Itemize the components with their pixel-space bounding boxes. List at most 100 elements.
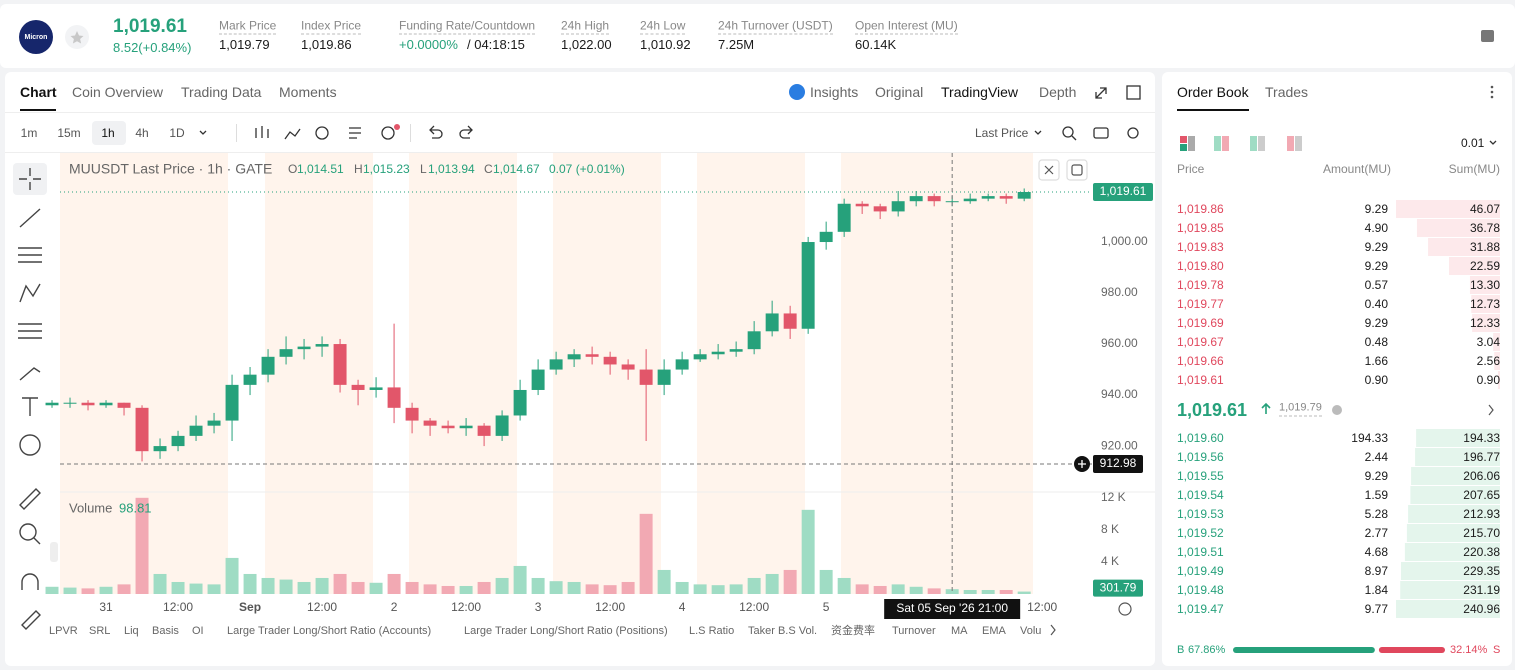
- stat-value: 7.25M: [718, 37, 755, 52]
- indicator[interactable]: Basis: [152, 625, 179, 637]
- indicator[interactable]: LPVR: [49, 625, 78, 637]
- price-source[interactable]: Last Price: [975, 126, 1029, 140]
- candle-body: [855, 203, 869, 207]
- candle-body: [351, 384, 365, 390]
- sell-ratio: 32.14%: [1450, 644, 1488, 656]
- book-price: 1,019.52: [1177, 526, 1224, 540]
- stat-value: 1,010.92: [640, 37, 691, 52]
- tab[interactable]: Coin Overview: [72, 84, 164, 100]
- book-sum: 207.65: [1463, 488, 1500, 502]
- candle-body: [891, 201, 905, 212]
- x-tick-label: 4: [679, 600, 686, 614]
- indicator[interactable]: EMA: [982, 625, 1006, 637]
- candle-body: [369, 387, 383, 390]
- interval[interactable]: 1m: [20, 126, 38, 140]
- depth-bar: [1396, 200, 1500, 218]
- indicator[interactable]: OI: [192, 625, 204, 637]
- book-price: 1,019.77: [1177, 297, 1224, 311]
- book-price: 1,019.53: [1177, 507, 1224, 521]
- interval[interactable]: 1D: [169, 126, 185, 140]
- indicator[interactable]: Volu: [1020, 625, 1042, 637]
- book-price: 1,019.61: [1177, 373, 1224, 387]
- book-sum: 220.38: [1463, 545, 1500, 559]
- candle-body: [243, 374, 257, 385]
- volume-bar: [153, 573, 167, 594]
- indicator[interactable]: L.S Ratio: [689, 625, 735, 637]
- book-tab[interactable]: Trades: [1265, 84, 1309, 100]
- candle-body: [279, 349, 293, 357]
- book-amount: 4.68: [1364, 545, 1388, 559]
- candle-body: [441, 425, 455, 429]
- view-tab[interactable]: Insights: [810, 84, 859, 100]
- book-tab[interactable]: Order Book: [1177, 84, 1249, 100]
- book-price: 1,019.80: [1177, 259, 1224, 273]
- stat-value: 1,019.86: [301, 37, 352, 52]
- book-sum: 215.70: [1463, 526, 1500, 540]
- indicator[interactable]: Taker B.S Vol.: [748, 625, 818, 637]
- tab[interactable]: Chart: [20, 84, 57, 100]
- indicator[interactable]: Large Trader Long/Short Ratio (Accounts): [227, 625, 432, 637]
- badge: [394, 124, 400, 130]
- collapse[interactable]: [50, 542, 58, 562]
- column-header: Sum(MU): [1448, 162, 1500, 176]
- ohlc-key: H: [354, 162, 363, 176]
- candle-body: [261, 356, 275, 375]
- volume-bar: [135, 497, 149, 594]
- sell-ratio-bar: [1378, 647, 1445, 653]
- depth-bar: [1411, 467, 1500, 485]
- candle-body: [315, 344, 329, 347]
- candle-body: [675, 359, 689, 370]
- book-price: 1,019.47: [1177, 602, 1224, 616]
- interval[interactable]: 15m: [57, 126, 81, 140]
- depth-bar: [1408, 505, 1500, 523]
- book-sum: 12.73: [1469, 297, 1500, 311]
- tab[interactable]: Moments: [279, 84, 337, 100]
- volume-bar: [999, 589, 1013, 594]
- icon[interactable]: [1481, 30, 1494, 42]
- indicator[interactable]: Turnover: [892, 625, 936, 637]
- indicator[interactable]: MA: [951, 625, 968, 637]
- candle-body: [963, 198, 977, 202]
- book-layout-icons[interactable]: [1180, 85, 1494, 415]
- view-tab[interactable]: Depth: [1039, 84, 1077, 100]
- last-price-tag: [1093, 183, 1153, 202]
- book-price: 1,019.67: [1177, 335, 1224, 349]
- indicator[interactable]: 资金费率: [831, 625, 875, 637]
- x-tick-label: 5: [823, 600, 830, 614]
- volume-bar: [513, 565, 527, 594]
- candle-body: [495, 415, 509, 436]
- view-tab[interactable]: Original: [875, 84, 924, 100]
- candle-body: [657, 369, 671, 385]
- icon[interactable]: [1095, 87, 1107, 99]
- stat-label: 24h High: [561, 18, 610, 35]
- book-amount: 9.77: [1364, 602, 1388, 616]
- column-header: Amount(MU): [1322, 162, 1391, 176]
- volume-bar: [783, 569, 797, 594]
- candle-body: [819, 231, 833, 243]
- book-price: 1,019.66: [1177, 354, 1224, 368]
- indicator[interactable]: SRL: [89, 625, 111, 637]
- interval[interactable]: 4h: [135, 126, 149, 140]
- view-tab[interactable]: TradingView: [941, 84, 1019, 100]
- icon[interactable]: [1126, 85, 1141, 100]
- depth-bar: [1469, 276, 1500, 294]
- price-change: 8.52(+0.84%): [113, 40, 192, 55]
- indicator[interactable]: Liq: [124, 625, 139, 637]
- book-price: 1,019.86: [1177, 202, 1224, 216]
- volume-bar: [981, 589, 995, 594]
- logo: [19, 20, 53, 54]
- tab[interactable]: Trading Data: [181, 84, 262, 100]
- candle-body: [801, 242, 815, 329]
- precision[interactable]: 0.01: [1461, 136, 1485, 150]
- indicator[interactable]: Large Trader Long/Short Ratio (Positions…: [464, 625, 668, 637]
- stat-label: 24h Low: [640, 18, 686, 35]
- stat-value: 1,019.79: [219, 37, 270, 52]
- crosshair-price-label: 912.98: [1100, 456, 1137, 470]
- volume-bar: [891, 584, 905, 594]
- book-price: 1,019.60: [1177, 431, 1224, 445]
- interval[interactable]: 1h: [101, 126, 115, 140]
- mark-price: 1,019.79: [1279, 400, 1322, 417]
- candle-body: [171, 435, 185, 447]
- book-amount: 9.29: [1364, 469, 1388, 483]
